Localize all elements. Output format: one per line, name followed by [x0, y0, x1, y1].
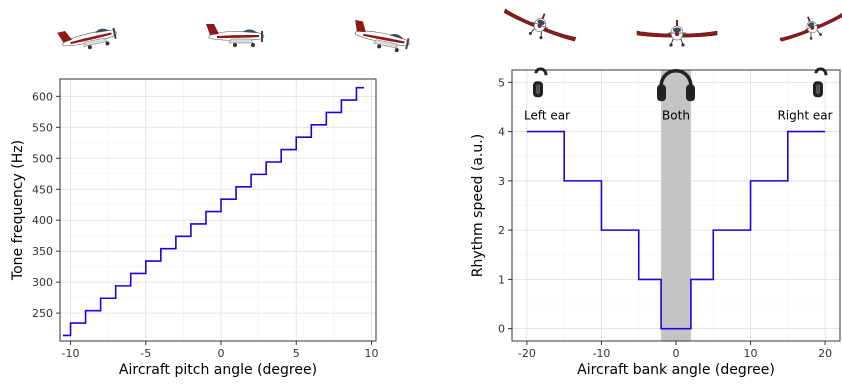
- y-tick-label: 3: [498, 175, 505, 188]
- ear-annotation: Left ear: [524, 108, 570, 122]
- x-tick-label: 0: [673, 347, 680, 360]
- bank-x-axis-title: Aircraft bank angle (degree): [577, 362, 775, 378]
- y-tick-label: 500: [32, 152, 53, 165]
- x-tick-label: 10: [744, 347, 758, 360]
- bank-chart: -20 -10 0 10 20 0 1 2 3 4 5 Aircraft bank angle (de…: [470, 69, 840, 378]
- bank-y-axis-title: Rhythm speed (a.u.): [470, 134, 486, 277]
- y-tick-label: 550: [32, 121, 53, 134]
- aircraft-illustrations: [57, 0, 842, 55]
- y-tick-label: 250: [32, 307, 53, 320]
- pitch-panel-border: [60, 79, 376, 341]
- aircraft-level-front-icon: [637, 20, 717, 47]
- y-tick-label: 4: [498, 126, 505, 139]
- y-tick-label: 300: [32, 276, 53, 289]
- x-tick-label: -10: [62, 347, 80, 360]
- x-tick-label: -20: [518, 347, 536, 360]
- ear-annotation: Both: [662, 108, 690, 122]
- y-tick-label: 400: [32, 214, 53, 227]
- ear-annotation: Right ear: [777, 108, 832, 122]
- y-tick-label: 5: [498, 76, 505, 89]
- y-tick-label: 0: [498, 323, 505, 336]
- x-tick-label: -5: [140, 347, 151, 360]
- x-tick-label: 5: [293, 347, 300, 360]
- x-tick-label: -10: [592, 347, 610, 360]
- y-tick-label: 350: [32, 245, 53, 258]
- x-tick-label: 10: [364, 347, 378, 360]
- right-ear-headphones-icon: [813, 69, 826, 97]
- pitch-y-axis-title: Tone frequency (Hz): [10, 140, 26, 281]
- x-tick-label: 0: [218, 347, 225, 360]
- aircraft-level-icon: [206, 24, 264, 47]
- y-tick-label: 600: [32, 90, 53, 103]
- aircraft-pitch-up-icon: [350, 20, 411, 55]
- aircraft-pitch-down-icon: [57, 21, 118, 56]
- aircraft-bank-right-icon: [776, 4, 842, 50]
- left-ear-headphones-icon: [533, 69, 546, 97]
- pitch-x-axis-title: Aircraft pitch angle (degree): [119, 362, 317, 378]
- aircraft-bank-left-icon: [500, 0, 580, 51]
- x-tick-label: 20: [818, 347, 832, 360]
- pitch-chart: -10 -5 0 5 10 250 300 350 400 450 500 550 600 Aircraf…: [10, 79, 378, 378]
- y-tick-label: 1: [498, 273, 505, 286]
- y-tick-label: 450: [32, 183, 53, 196]
- y-tick-label: 2: [498, 224, 505, 237]
